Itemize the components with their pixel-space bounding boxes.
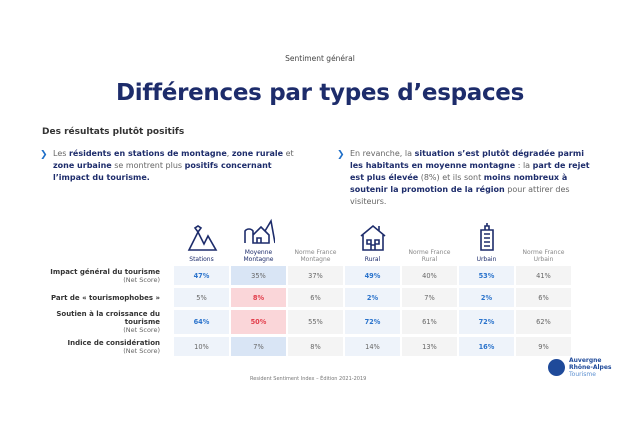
bullet-right: ❯ En revanche, la situation s’est plutôt … <box>337 149 590 206</box>
row-label: Indice de considération (Net Score) <box>67 338 160 355</box>
table-cell: 5% <box>174 288 229 307</box>
table-row: Indice de considération (Net Score) 10% 7% 8… <box>44 337 571 356</box>
table-cell: 40% <box>402 266 457 285</box>
row-label: Impact général du tourisme (Net Score) <box>50 267 160 284</box>
table-cell: 7% <box>402 288 457 307</box>
subtitle: Des résultats plutôt positifs <box>42 127 185 137</box>
table-cell: 50% <box>231 310 286 334</box>
column-header: Urbain <box>459 213 514 263</box>
building-icon <box>479 223 494 251</box>
mountain-village-icon <box>243 218 275 244</box>
table-cell: 41% <box>516 266 571 285</box>
table-cell: 7% <box>231 337 286 356</box>
section-label: Sentiment général <box>285 54 355 63</box>
table-cell: 35% <box>231 266 286 285</box>
comparison-table: Stations Moyenne Montagne Norme France Mon… <box>42 210 573 359</box>
table-cell: 10% <box>174 337 229 356</box>
column-header: Stations <box>174 213 229 263</box>
column-header: Moyenne Montagne <box>231 213 286 263</box>
table-cell: 14% <box>345 337 400 356</box>
table-cell: 37% <box>288 266 343 285</box>
row-label: Soutien à la croissance du tourisme (Net … <box>56 310 160 334</box>
column-header: Rural <box>345 213 400 263</box>
table-cell: 9% <box>516 337 571 356</box>
table-cell: 53% <box>459 266 514 285</box>
table-cell: 13% <box>402 337 457 356</box>
table-row: Impact général du tourisme (Net Score) 47%… <box>44 266 571 285</box>
table-cell: 47% <box>174 266 229 285</box>
table-row: Part de « tourismophobes » 5% 8% 6% 2% 7% 2% 6% <box>44 288 571 307</box>
footer-source: Resident Sentiment Index – Édition 2021-… <box>250 376 367 382</box>
bullet-left: ❯ Les résidents en stations de montagne, … <box>40 149 294 182</box>
table-cell: 55% <box>288 310 343 334</box>
table-cell: 2% <box>345 288 400 307</box>
table-cell: 62% <box>516 310 571 334</box>
mountain-peaks-icon <box>187 225 217 251</box>
table-row: Soutien à la croissance du tourisme (Net … <box>44 310 571 334</box>
table-cell: 64% <box>174 310 229 334</box>
column-header: Norme France Montagne <box>294 249 337 263</box>
table-cell: 49% <box>345 266 400 285</box>
table-cell: 16% <box>459 337 514 356</box>
page-title: Différences par types d’espaces <box>115 80 524 106</box>
table-cell: 72% <box>345 310 400 334</box>
logo-mountain-icon <box>548 359 565 376</box>
chevron-right-icon: ❯ <box>337 150 345 160</box>
table-cell: 61% <box>402 310 457 334</box>
chevron-right-icon: ❯ <box>40 150 48 160</box>
table-cell: 8% <box>231 288 286 307</box>
table-cell: 2% <box>459 288 514 307</box>
column-header: Norme France Urbain <box>522 249 565 263</box>
table-cell: 6% <box>288 288 343 307</box>
table-cell: 72% <box>459 310 514 334</box>
table-cell: 6% <box>516 288 571 307</box>
house-icon <box>359 224 386 251</box>
table-cell: 8% <box>288 337 343 356</box>
row-label: Part de « tourismophobes » <box>50 293 160 302</box>
brand-logo: Auvergne Rhône-Alpes Tourisme <box>548 357 611 378</box>
column-header: Norme France Rural <box>408 249 451 263</box>
